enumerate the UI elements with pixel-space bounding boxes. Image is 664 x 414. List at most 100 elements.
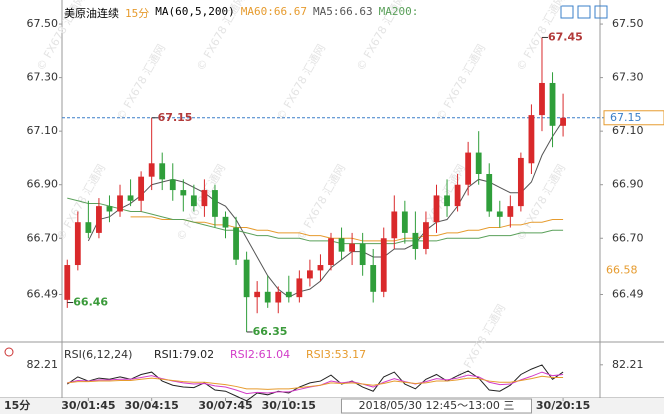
candle-body xyxy=(528,115,535,164)
series-line xyxy=(87,120,564,298)
candle-body xyxy=(507,206,514,217)
candle-body xyxy=(401,211,408,233)
y-tick-label: 67.30 xyxy=(612,71,644,84)
legend-entry: MA60:66.67 xyxy=(240,5,307,18)
y-tick-label: 67.30 xyxy=(27,71,59,84)
candle-body xyxy=(359,243,366,266)
candle-body xyxy=(264,291,271,303)
instrument: 美原油连续 xyxy=(64,7,119,20)
candle-body xyxy=(148,163,155,177)
x-tick-label: 30/01:45 xyxy=(61,399,115,412)
candle-body xyxy=(549,82,556,126)
y-tick-label: 82.21 xyxy=(612,358,644,371)
candle-body xyxy=(338,238,345,252)
y-tick-label: 66.70 xyxy=(612,231,644,244)
x-tick-label: 30/07:45 xyxy=(198,399,252,412)
legend-entry: RSI3:53.17 xyxy=(306,348,366,361)
ma-label: MA(60,5,200) xyxy=(155,5,235,18)
candle-body xyxy=(517,157,524,207)
candle-body xyxy=(412,232,419,249)
series-line xyxy=(67,197,564,245)
y-tick-label: 66.70 xyxy=(27,231,59,244)
candle-body xyxy=(454,184,461,207)
candle-body xyxy=(212,190,218,217)
candle-body xyxy=(180,190,187,196)
annotation: 66.35 xyxy=(253,325,288,338)
annotation: 67.15 xyxy=(158,111,193,124)
candle-body xyxy=(159,163,166,180)
y-tick-label: 66.49 xyxy=(612,287,644,300)
series-line xyxy=(66,364,564,402)
icon[interactable] xyxy=(577,5,591,19)
candle-body xyxy=(475,152,482,174)
y-tick-label: 67.10 xyxy=(612,124,644,137)
candle-body xyxy=(423,222,429,249)
candle-body xyxy=(85,222,92,233)
candle-body xyxy=(254,291,261,298)
candle-body xyxy=(433,195,440,223)
candle-body xyxy=(190,195,197,207)
x-tick-label: 30/10:15 xyxy=(262,399,316,412)
window-icons xyxy=(560,5,608,19)
candle-body xyxy=(328,238,334,266)
y-tick-label: 66.49 xyxy=(27,287,59,300)
candle-body xyxy=(127,195,134,201)
icon[interactable] xyxy=(594,5,608,19)
candle-body xyxy=(106,206,113,212)
legend-entry: RSI1:79.02 xyxy=(154,348,214,361)
candle-body xyxy=(296,278,303,298)
crosshair-label: 2018/05/30 12:45～13:00 三 xyxy=(359,399,515,412)
legend-entry: RSI2:61.04 xyxy=(230,348,290,361)
candle-body xyxy=(96,206,102,233)
icon[interactable] xyxy=(560,5,574,19)
series-line xyxy=(130,216,564,242)
series-line xyxy=(67,375,564,390)
period-selector[interactable]: 15分 xyxy=(4,398,30,412)
y-tick-label: 67.50 xyxy=(27,17,59,30)
candle-body xyxy=(138,176,145,201)
candle-body xyxy=(486,174,493,212)
candle-body xyxy=(275,291,282,303)
candle-body xyxy=(307,270,313,279)
candle-body xyxy=(233,227,239,260)
side-label: 66.58 xyxy=(606,263,638,276)
annotation: 67.45 xyxy=(548,30,583,43)
candle-body xyxy=(222,216,229,228)
candle-body xyxy=(380,238,387,292)
candle-body xyxy=(560,117,566,126)
candle-body xyxy=(64,265,71,300)
candle-body xyxy=(370,265,377,292)
panel-title: RSI(6,12,24) xyxy=(64,348,132,361)
candle-body xyxy=(117,195,123,212)
x-tick-label: 30/20:15 xyxy=(536,399,590,412)
x-tick-label: 30/04:15 xyxy=(124,399,178,412)
candle-body xyxy=(539,82,545,116)
legend-entry: MA5:66.63 xyxy=(312,5,373,18)
annotation: 66.46 xyxy=(73,296,108,309)
crosshair-box xyxy=(340,398,532,414)
candle-body xyxy=(74,222,81,266)
legend: 美原油连续 15分 MA(60,5,200) MA60:66.67 MA5:66.… xyxy=(64,5,418,21)
period: 15分 xyxy=(125,7,150,20)
candle-body xyxy=(465,152,472,185)
candle-body xyxy=(317,265,324,271)
legend-entry: MA200: xyxy=(378,5,419,18)
candle-body xyxy=(349,243,355,252)
ma-legend: MA60:66.67 MA5:66.63 MA200: xyxy=(241,5,419,21)
candle-body xyxy=(496,211,503,217)
price-box xyxy=(603,110,664,126)
y-tick-label: 66.90 xyxy=(27,178,59,191)
candle-body xyxy=(391,211,398,239)
candle-body xyxy=(201,190,208,207)
price-label: 67.15 xyxy=(610,111,642,124)
candle-body xyxy=(243,259,250,298)
y-tick-label: 66.90 xyxy=(612,178,644,191)
y-tick-label: 67.10 xyxy=(27,124,59,137)
y-tick-label: 82.21 xyxy=(27,358,59,371)
candle-body xyxy=(285,291,292,298)
settings-icon[interactable] xyxy=(4,347,14,357)
candle-body xyxy=(444,195,450,207)
candle-body xyxy=(169,179,176,191)
